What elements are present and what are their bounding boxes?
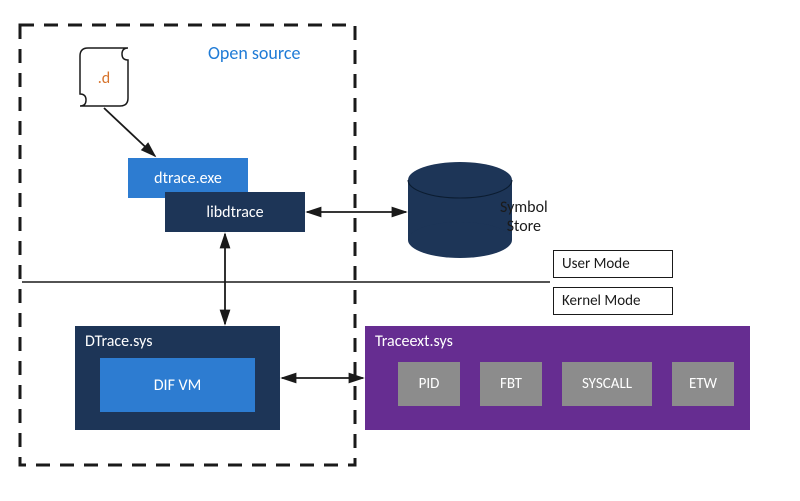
dtrace-sys-label: DTrace.sys (75, 326, 162, 357)
traceext-sub-fbt: FBT (480, 362, 542, 406)
user-mode-box: User Mode (553, 250, 673, 278)
user-mode-label: User Mode (562, 255, 630, 273)
symbol-store-top: Symbol (500, 198, 548, 217)
traceext-sub-pid: PID (398, 362, 460, 406)
traceext-sub-syscall: SYSCALL (562, 362, 652, 406)
dtrace-exe-label: dtrace.exe (154, 169, 222, 188)
traceext-sub-etw: ETW (672, 362, 734, 406)
diagram-canvas: .d Open source dtrace.exe libdtrace Symb… (0, 0, 800, 501)
libdtrace-box: libdtrace (165, 192, 305, 232)
traceext-sys-label: Traceext.sys (365, 326, 463, 357)
dif-vm-label: DIF VM (154, 376, 202, 395)
svg-text:.d: .d (98, 69, 110, 88)
symbol-store-bottom: Store (507, 217, 541, 236)
kernel-mode-label: Kernel Mode (562, 292, 640, 310)
libdtrace-label: libdtrace (206, 203, 263, 222)
kernel-mode-box: Kernel Mode (553, 287, 673, 315)
open-source-label: Open source (208, 42, 300, 64)
dif-vm-box: DIF VM (100, 358, 255, 412)
symbol-store-label: Symbol Store (500, 198, 548, 236)
